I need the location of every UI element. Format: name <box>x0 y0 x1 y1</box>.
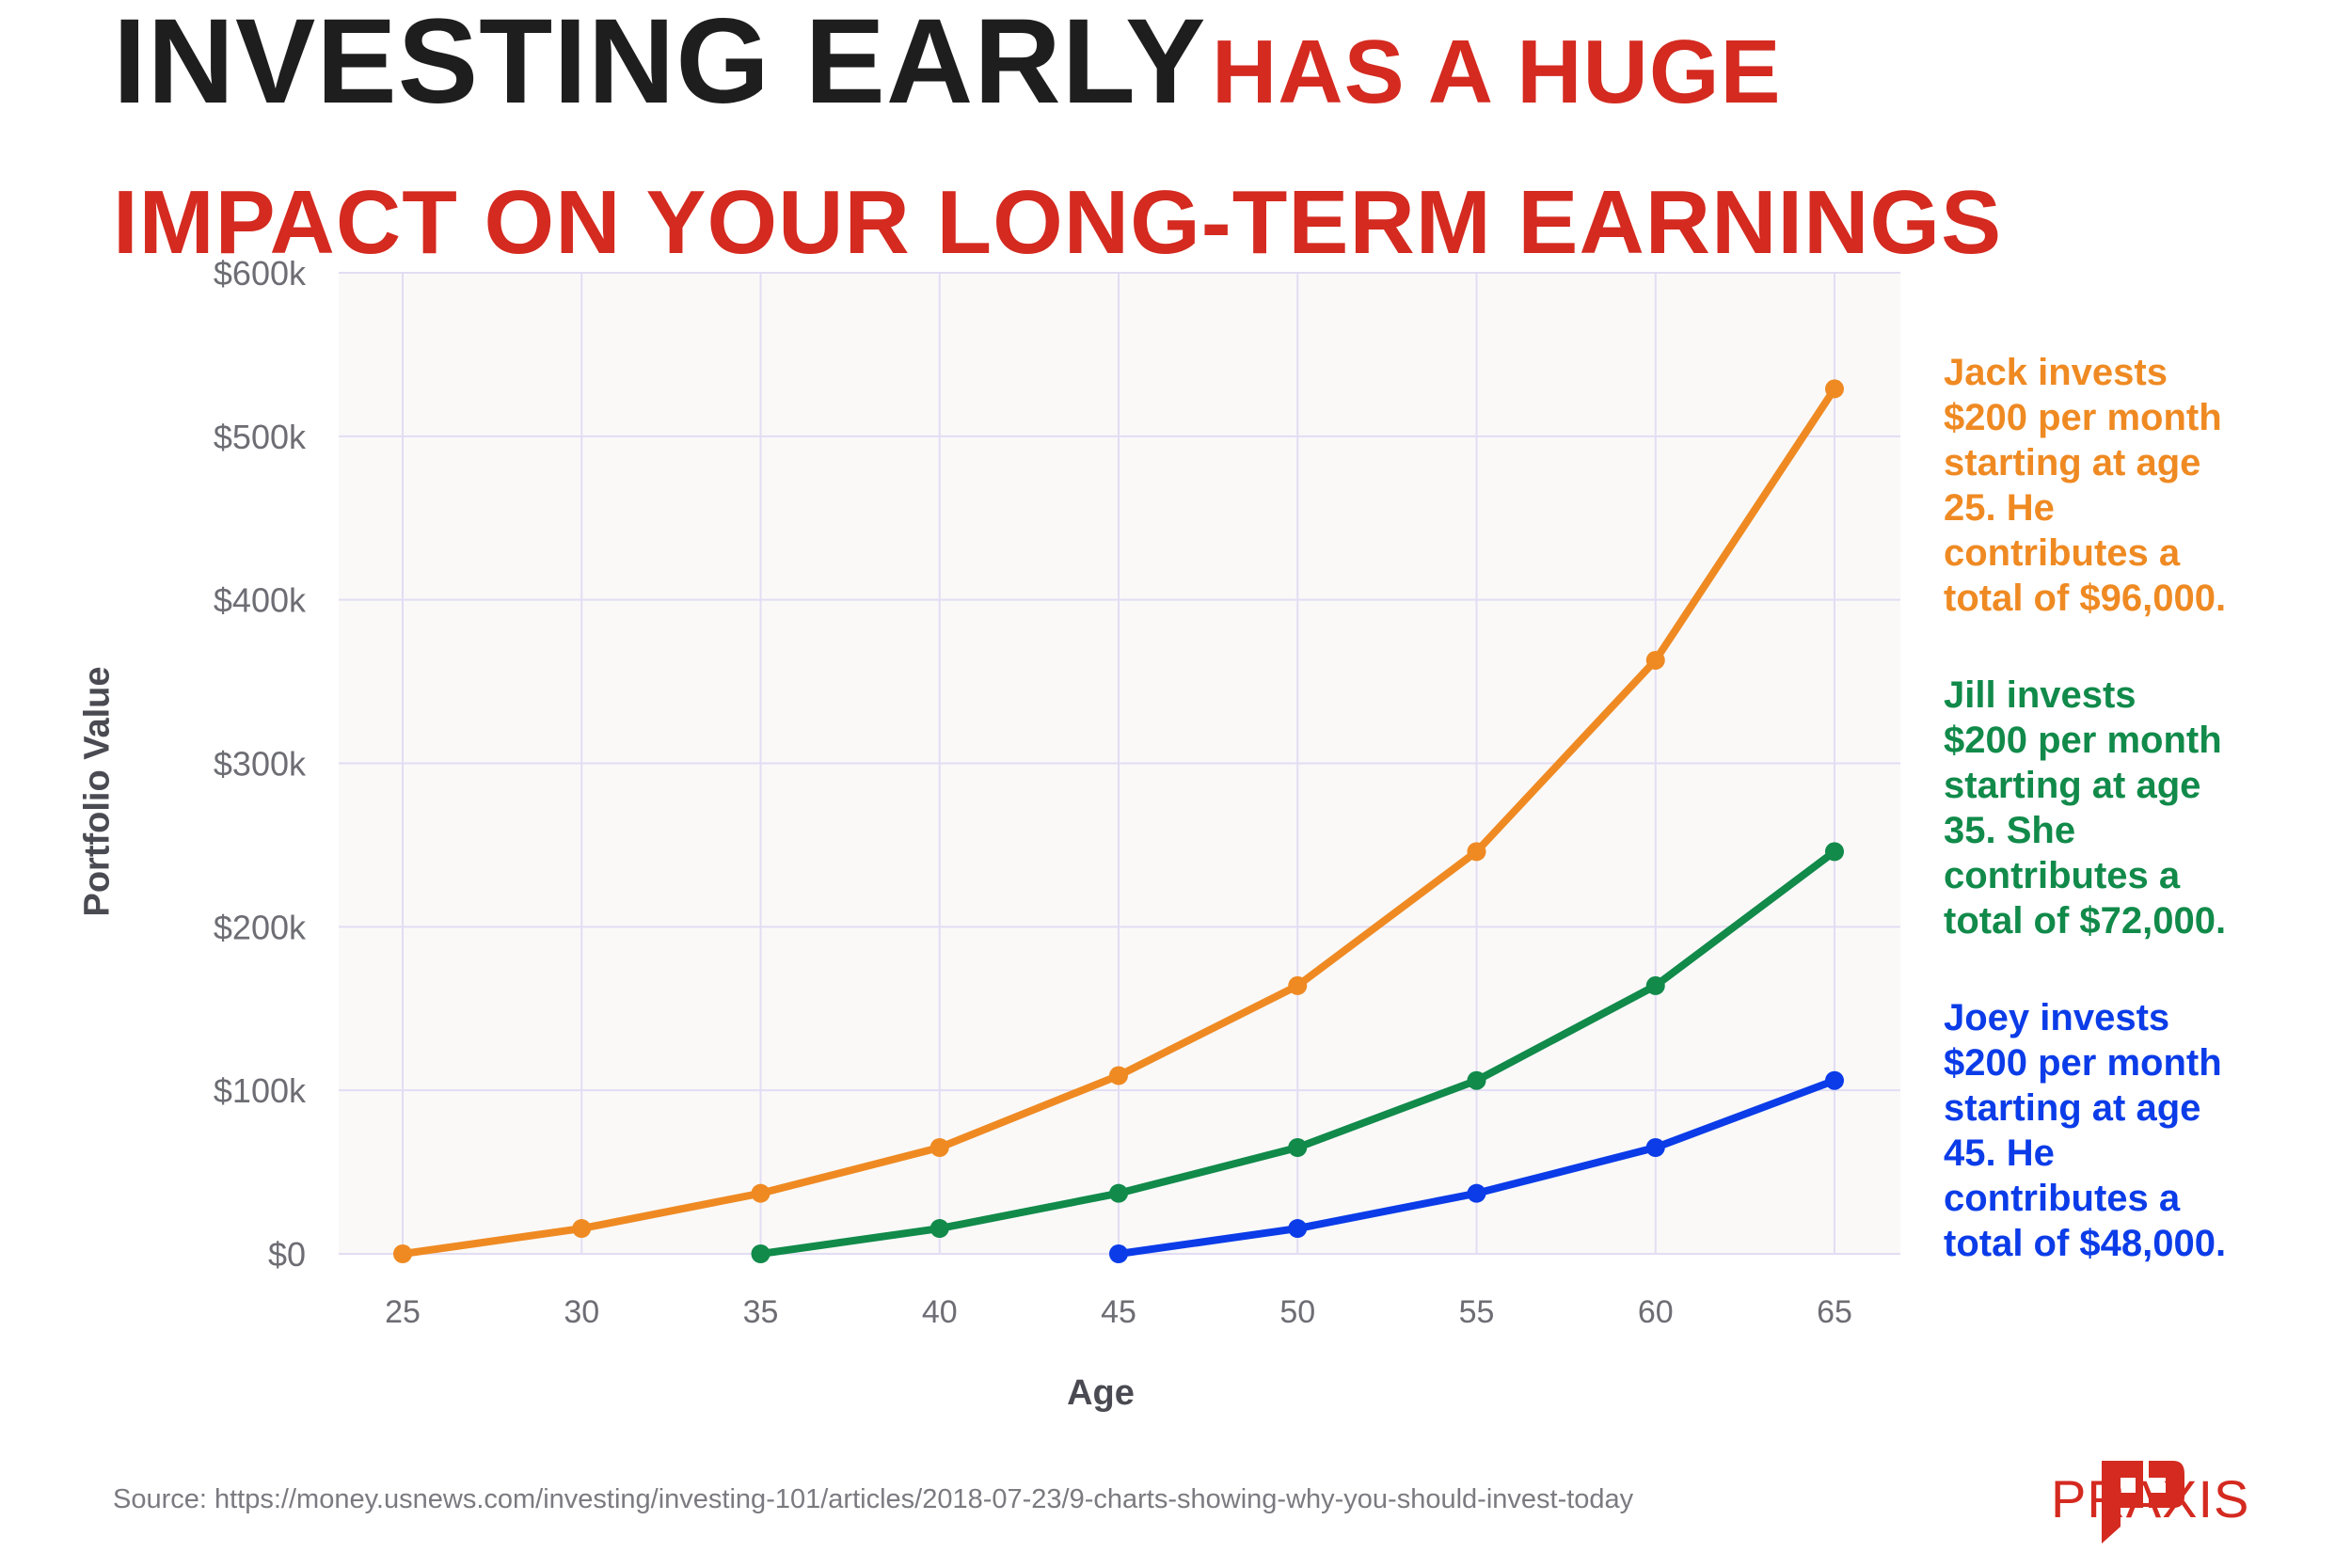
annotation-joey-line: total of $48,000. <box>1944 1223 2227 1264</box>
data-point-joey <box>1645 1138 1665 1158</box>
x-tick-label: 65 <box>1817 1294 1852 1330</box>
x-tick-label: 55 <box>1459 1294 1495 1330</box>
annotation-jack-line: 25. He <box>1944 487 2055 529</box>
annotation-jill-line: total of $72,000. <box>1944 900 2227 942</box>
title-part-2: has a huge <box>1211 22 1782 122</box>
data-point-jack <box>393 1244 412 1263</box>
praxis-logo-icon <box>2102 1461 2184 1544</box>
y-tick-label: $0 <box>268 1235 306 1274</box>
y-tick-label: $400k <box>214 581 307 620</box>
x-tick-label: 25 <box>385 1294 421 1330</box>
x-tick-label: 60 <box>1638 1294 1674 1330</box>
annotation-jill-line: Jill invests <box>1944 674 2137 716</box>
data-point-jack <box>1825 379 1844 399</box>
data-point-jill <box>1288 1138 1308 1158</box>
brand-name: PRAXIS <box>2051 1469 2250 1528</box>
annotation-jill-line: contributes a <box>1944 855 2181 896</box>
data-point-jack <box>1288 975 1308 995</box>
x-tick-label: 50 <box>1279 1294 1315 1330</box>
data-point-jack <box>572 1219 592 1239</box>
annotation-jack: Jack invests $200 per month starting at ag… <box>1944 350 2348 621</box>
y-tick-label: $100k <box>214 1071 307 1110</box>
data-point-jack <box>751 1183 770 1203</box>
data-point-jill <box>1645 975 1665 995</box>
annotation-jack-line: contributes a <box>1944 532 2181 574</box>
x-tick-label: 40 <box>922 1294 958 1330</box>
annotation-jack-line: Jack invests <box>1944 352 2168 393</box>
data-point-jill <box>1467 1070 1486 1090</box>
y-tick-label: $500k <box>214 418 307 456</box>
data-point-joey <box>1109 1244 1128 1263</box>
data-point-jack <box>1645 650 1665 670</box>
data-point-jack <box>929 1138 949 1158</box>
annotation-joey-line: Joey invests <box>1944 997 2170 1038</box>
data-point-jill <box>929 1219 949 1239</box>
x-axis-label: Age <box>1067 1373 1135 1413</box>
source-citation: Source: https://money.usnews.com/investi… <box>113 1484 1634 1514</box>
data-point-joey <box>1467 1183 1486 1203</box>
page-title: Investing early has a huge impact on you… <box>113 0 2277 285</box>
annotation-jack-line: starting at age <box>1944 442 2201 483</box>
annotation-joey-line: $200 per month <box>1944 1042 2222 1084</box>
data-point-jill <box>1109 1183 1128 1203</box>
annotation-joey-line: contributes a <box>1944 1178 2181 1219</box>
title-part-1: Investing early <box>113 0 1207 129</box>
annotation-joey: Joey invests $200 per month starting at ag… <box>1944 995 2348 1266</box>
annotation-jack-line: $200 per month <box>1944 397 2222 438</box>
annotation-joey-line: starting at age <box>1944 1087 2201 1129</box>
annotation-jill-line: starting at age <box>1944 765 2201 806</box>
data-point-jill <box>751 1244 770 1263</box>
data-point-jill <box>1825 842 1844 862</box>
annotation-jill-line: $200 per month <box>1944 720 2222 761</box>
x-tick-label: 30 <box>564 1294 599 1330</box>
x-tick-label: 35 <box>743 1294 779 1330</box>
title-part-3: impact on your long-term earnings <box>113 172 2003 273</box>
x-tick-label: 45 <box>1101 1294 1136 1330</box>
annotation-joey-line: 45. He <box>1944 1132 2055 1174</box>
data-point-jack <box>1467 842 1486 862</box>
y-tick-label: $300k <box>214 745 307 784</box>
annotation-jill: Jill invests $200 per month starting at ag… <box>1944 673 2348 943</box>
y-axis-label: Portfolio Value <box>77 666 118 917</box>
annotation-jack-line: total of $96,000. <box>1944 578 2227 619</box>
data-point-joey <box>1825 1070 1844 1090</box>
data-point-jack <box>1109 1066 1128 1085</box>
y-tick-label: $600k <box>214 254 307 293</box>
annotation-jill-line: 35. She <box>1944 810 2076 851</box>
y-tick-label: $200k <box>214 908 307 946</box>
data-point-joey <box>1288 1219 1308 1239</box>
